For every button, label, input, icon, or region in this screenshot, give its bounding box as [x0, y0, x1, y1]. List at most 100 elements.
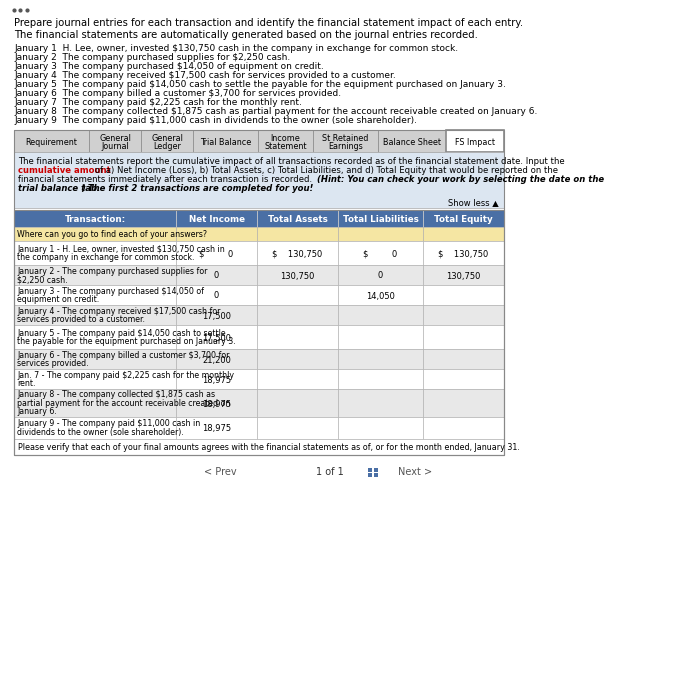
Text: Balance Sheet: Balance Sheet	[383, 138, 441, 147]
Text: January 5 - The company paid $14,050 cash to settle: January 5 - The company paid $14,050 cas…	[17, 328, 226, 337]
Text: Next >: Next >	[398, 467, 432, 477]
Text: Total Assets: Total Assets	[268, 216, 327, 225]
Bar	[176, 369, 257, 389]
Text: January 6 - The company billed a customer $3,700 for: January 6 - The company billed a custome…	[17, 351, 229, 360]
Text: $    130,750: $ 130,750	[438, 249, 488, 258]
Bar	[89, 130, 141, 152]
Bar	[257, 210, 338, 227]
Text: January 2 - The company purchased supplies for: January 2 - The company purchased suppli…	[17, 267, 207, 276]
Bar	[141, 130, 193, 152]
Bar	[176, 227, 257, 241]
Text: Jan. 7 - The company paid $2,225 cash for the monthly: Jan. 7 - The company paid $2,225 cash fo…	[17, 370, 234, 379]
Text: Requirement: Requirement	[25, 138, 78, 147]
Text: partial payment for the account receivable created on: partial payment for the account receivab…	[17, 399, 230, 407]
Bar	[338, 305, 423, 325]
Text: January 6.: January 6.	[17, 407, 57, 416]
Bar	[368, 468, 372, 472]
Bar	[374, 468, 378, 472]
Text: The financial statements report the cumulative impact of all transactions record: The financial statements report the cumu…	[18, 157, 565, 166]
Text: St Retained: St Retained	[322, 134, 368, 143]
Text: January 7  The company paid $2,225 cash for the monthly rent.: January 7 The company paid $2,225 cash f…	[14, 98, 302, 107]
Text: 18,975: 18,975	[202, 400, 231, 409]
Text: services provided to a customer.: services provided to a customer.	[17, 315, 145, 324]
Text: the payable for the equipment purchased on January 3.: the payable for the equipment purchased …	[17, 337, 236, 346]
Bar	[423, 285, 504, 305]
Bar	[338, 285, 423, 305]
Text: 130,750: 130,750	[447, 272, 481, 281]
Text: January 9  The company paid $11,000 cash in dividends to the owner (sole shareho: January 9 The company paid $11,000 cash …	[14, 116, 417, 125]
Text: 0: 0	[378, 272, 383, 281]
Text: $2,250 cash.: $2,250 cash.	[17, 275, 68, 284]
Text: equipment on credit.: equipment on credit.	[17, 295, 99, 304]
Bar	[14, 305, 176, 325]
Text: Statement: Statement	[264, 142, 307, 151]
Bar	[257, 389, 338, 417]
Text: Total Equity: Total Equity	[434, 216, 493, 225]
Text: ) The first 2 transactions are completed for you!: ) The first 2 transactions are completed…	[81, 184, 314, 193]
Text: General: General	[151, 134, 183, 143]
Text: services provided.: services provided.	[17, 359, 88, 368]
Bar	[176, 325, 257, 349]
Text: January 5  The company paid $14,050 cash to settle the payable for the equipment: January 5 The company paid $14,050 cash …	[14, 80, 506, 89]
Text: < Prev: < Prev	[204, 467, 236, 477]
Bar	[193, 130, 258, 152]
Text: trial balance tab.: trial balance tab.	[18, 184, 100, 193]
Bar	[14, 227, 176, 241]
Text: Net Income: Net Income	[189, 216, 245, 225]
Text: The financial statements are automatically generated based on the journal entrie: The financial statements are automatical…	[14, 30, 478, 40]
Text: FS Impact: FS Impact	[455, 138, 495, 147]
Bar	[338, 241, 423, 265]
Bar	[423, 325, 504, 349]
Bar	[14, 389, 176, 417]
Bar	[423, 227, 504, 241]
Bar	[423, 305, 504, 325]
Bar	[14, 417, 176, 439]
Text: 14,050: 14,050	[366, 291, 395, 300]
Bar	[14, 369, 176, 389]
Text: January 3 - The company purchased $14,050 of: January 3 - The company purchased $14,05…	[17, 286, 204, 295]
Bar	[338, 210, 423, 227]
Bar	[14, 349, 176, 369]
Text: 0: 0	[214, 291, 220, 300]
Text: Where can you go to find each of your answers?: Where can you go to find each of your an…	[17, 230, 207, 239]
Text: 18,975: 18,975	[202, 424, 231, 433]
Bar	[257, 241, 338, 265]
Bar	[338, 227, 423, 241]
Text: 17,500: 17,500	[202, 333, 231, 342]
Bar	[258, 130, 313, 152]
Text: Earnings: Earnings	[328, 142, 363, 151]
Bar	[176, 389, 257, 417]
Text: January 1  H. Lee, owner, invested $130,750 cash in the company in exchange for : January 1 H. Lee, owner, invested $130,7…	[14, 44, 458, 53]
Text: 1 of 1: 1 of 1	[316, 467, 344, 477]
Bar	[313, 130, 378, 152]
Bar	[176, 349, 257, 369]
Bar	[374, 473, 378, 477]
Text: 0: 0	[214, 272, 220, 281]
Text: Please verify that each of your final amounts agrees with the financial statemen: Please verify that each of your final am…	[18, 443, 520, 452]
Text: Prepare journal entries for each transaction and identify the financial statemen: Prepare journal entries for each transac…	[14, 18, 523, 28]
Bar	[14, 439, 504, 455]
Bar	[423, 265, 504, 285]
Bar	[14, 130, 89, 152]
Text: January 8 - The company collected $1,875 cash as: January 8 - The company collected $1,875…	[17, 391, 215, 399]
Bar	[257, 349, 338, 369]
Text: $         0: $ 0	[200, 249, 234, 258]
Text: 21,200: 21,200	[202, 356, 231, 365]
Bar	[14, 325, 176, 349]
Text: January 4  The company received $17,500 cash for services provided to a customer: January 4 The company received $17,500 c…	[14, 71, 396, 80]
Text: Transaction:: Transaction:	[64, 216, 126, 225]
Bar	[176, 285, 257, 305]
Text: January 4 - The company received $17,500 cash for: January 4 - The company received $17,500…	[17, 307, 220, 316]
Text: January 2  The company purchased supplies for $2,250 cash.: January 2 The company purchased supplies…	[14, 53, 290, 62]
Bar	[14, 241, 176, 265]
Bar	[378, 130, 446, 152]
Bar	[176, 210, 257, 227]
Bar	[176, 305, 257, 325]
Text: January 3  The company purchased $14,050 of equipment on credit.: January 3 The company purchased $14,050 …	[14, 62, 324, 71]
Text: dividends to the owner (sole shareholder).: dividends to the owner (sole shareholder…	[17, 428, 184, 437]
Bar	[257, 227, 338, 241]
Text: Show less ▲: Show less ▲	[448, 198, 499, 207]
Text: January 8  The company collected $1,875 cash as partial payment for the account : January 8 The company collected $1,875 c…	[14, 107, 537, 116]
Text: Ledger: Ledger	[153, 142, 181, 151]
Bar	[176, 265, 257, 285]
